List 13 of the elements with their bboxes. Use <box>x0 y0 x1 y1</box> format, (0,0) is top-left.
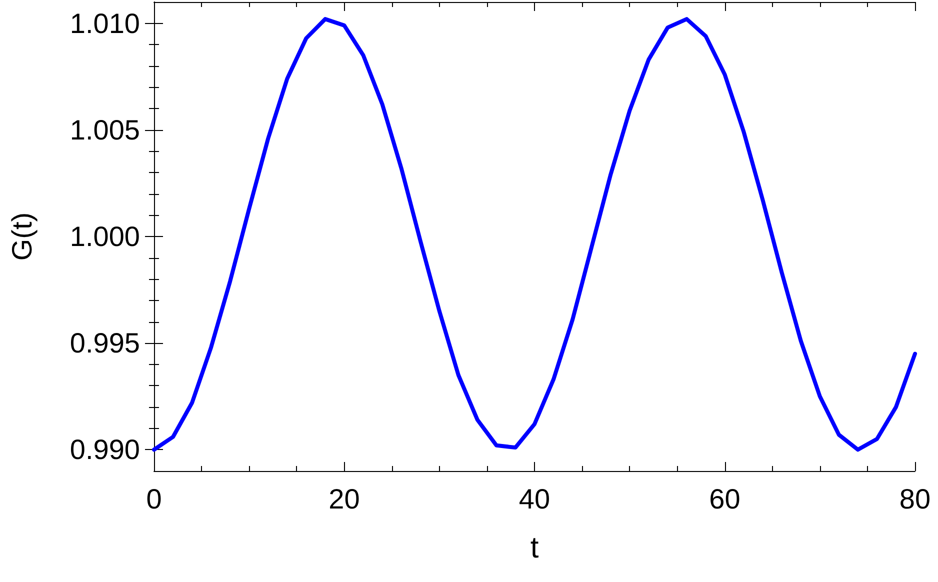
x-tick-label: 0 <box>146 484 162 514</box>
x-tick-label: 60 <box>709 484 740 514</box>
x-tick-label: 80 <box>899 484 931 514</box>
y-tick-label: 0.990 <box>70 434 140 466</box>
y-axis-title: G(t) <box>6 212 38 261</box>
y-tick-label: 1.005 <box>70 114 140 146</box>
y-tick-label: 1.000 <box>70 221 140 252</box>
x-tick-label: 40 <box>518 484 550 514</box>
y-tick-label: 1.010 <box>70 8 140 39</box>
x-axis-title: t <box>530 532 540 564</box>
y-tick-label: 0.995 <box>70 328 140 359</box>
line-series <box>152 17 917 452</box>
x-tick-label: 20 <box>328 484 360 514</box>
